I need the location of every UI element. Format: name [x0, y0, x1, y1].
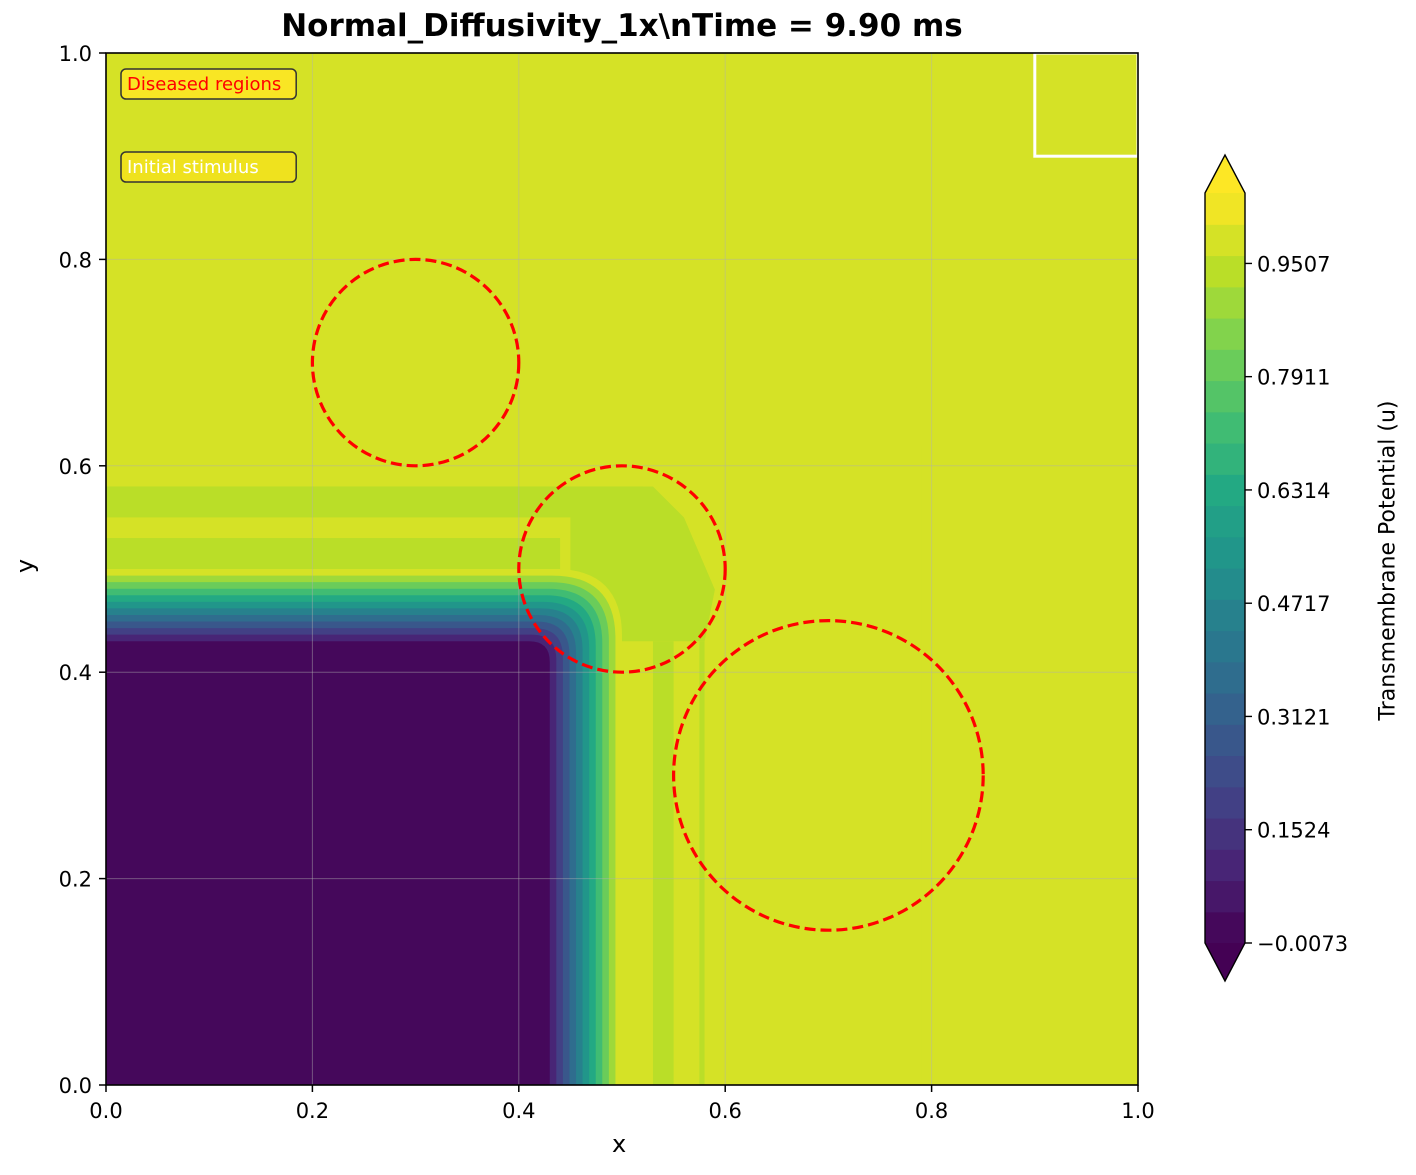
x-tick-label-0: 0.0	[89, 1099, 122, 1123]
field-ribbon-1	[106, 538, 561, 569]
y-axis-ticks: 0.0 0.2 0.4 0.6 0.8 1.0	[59, 42, 106, 1098]
x-tick-label-4: 0.8	[915, 1099, 948, 1123]
legend-label-0: Diseased regions	[127, 74, 281, 95]
colorbar-tick-label-2: 0.3121	[1257, 705, 1330, 729]
field-resting	[106, 646, 545, 1085]
colorbar-tick-label-6: 0.9507	[1257, 252, 1330, 276]
colorbar-level-9	[1205, 630, 1245, 663]
colorbar-extend-min	[1205, 943, 1245, 981]
colorbar-tick-label-0: −0.0073	[1257, 932, 1348, 956]
colorbar-tick-label-1: 0.1524	[1257, 819, 1330, 843]
colorbar-level-15	[1205, 443, 1245, 475]
colorbar-level-4	[1205, 786, 1245, 819]
legend-label-1: Initial stimulus	[127, 157, 259, 178]
colorbar-level-22	[1205, 224, 1245, 257]
stimulus-region	[1033, 53, 1138, 158]
colorbar-level-5	[1205, 755, 1245, 788]
region-overlays	[310, 53, 1138, 932]
colorbar-level-6	[1205, 724, 1245, 757]
y-tick-label-4: 0.8	[59, 248, 92, 272]
colorbar-level-1	[1205, 880, 1245, 913]
legend-box-1	[120, 151, 297, 183]
field-ribbon-2	[652, 641, 674, 1085]
y-tick-label-3: 0.6	[59, 455, 92, 479]
y-tick-label-1: 0.2	[59, 868, 92, 892]
y-tick-label-5: 1.0	[59, 42, 92, 66]
field-ribbon-0	[106, 486, 643, 518]
x-tick-label-2: 0.4	[502, 1099, 535, 1123]
colorbar: −0.0073 0.1524 0.3121 0.4717 0.6314 0.7911 0.9…	[1204, 153, 1348, 983]
colorbar-level-0	[1205, 911, 1245, 944]
y-tick-label-0: 0.0	[59, 1074, 92, 1098]
colorbar-tick-label-4: 0.6314	[1257, 479, 1330, 503]
colorbar-level-3	[1205, 818, 1245, 850]
chart-title: Normal_Diffusivity_1x\nTime = 9.90 ms	[281, 8, 963, 44]
legend-box-0	[120, 68, 297, 100]
colorbar-tick-label-3: 0.4717	[1257, 592, 1330, 616]
colorbar-level-8	[1205, 661, 1245, 694]
x-tick-label-5: 1.0	[1121, 1099, 1154, 1123]
potential-heatmap	[106, 53, 1138, 1085]
colorbar-level-23	[1205, 193, 1245, 225]
y-tick-label-2: 0.4	[59, 661, 92, 685]
colorbar-level-13	[1205, 505, 1245, 538]
colorbar-level-16	[1205, 411, 1245, 444]
colorbar-tick-label-5: 0.7911	[1257, 366, 1330, 390]
colorbar-level-20	[1205, 286, 1245, 319]
colorbar-extend-max	[1205, 155, 1245, 193]
colorbar-level-18	[1205, 349, 1245, 382]
diseased-region-1	[517, 464, 727, 674]
colorbar-level-2	[1205, 849, 1245, 882]
diseased-region-0	[310, 257, 521, 468]
colorbar-level-10	[1205, 599, 1245, 632]
colorbar-level-7	[1205, 693, 1245, 725]
legend: Diseased regions Initial stimulus	[120, 68, 297, 183]
colorbar-level-12	[1205, 536, 1245, 569]
colorbar-level-14	[1205, 474, 1245, 507]
axes-frame	[105, 52, 1139, 1086]
colorbar-level-11	[1205, 568, 1245, 600]
diseased-region-2	[672, 619, 985, 932]
colorbar-level-21	[1205, 255, 1245, 288]
colorbar-level-17	[1205, 380, 1245, 413]
x-tick-label-3: 0.6	[708, 1099, 741, 1123]
colorbar-level-19	[1205, 318, 1245, 350]
x-tick-label-1: 0.2	[296, 1099, 329, 1123]
x-axis-ticks: 0.0 0.2 0.4 0.6 0.8 1.0	[89, 1085, 1155, 1123]
x-axis-label: x	[612, 1130, 627, 1158]
